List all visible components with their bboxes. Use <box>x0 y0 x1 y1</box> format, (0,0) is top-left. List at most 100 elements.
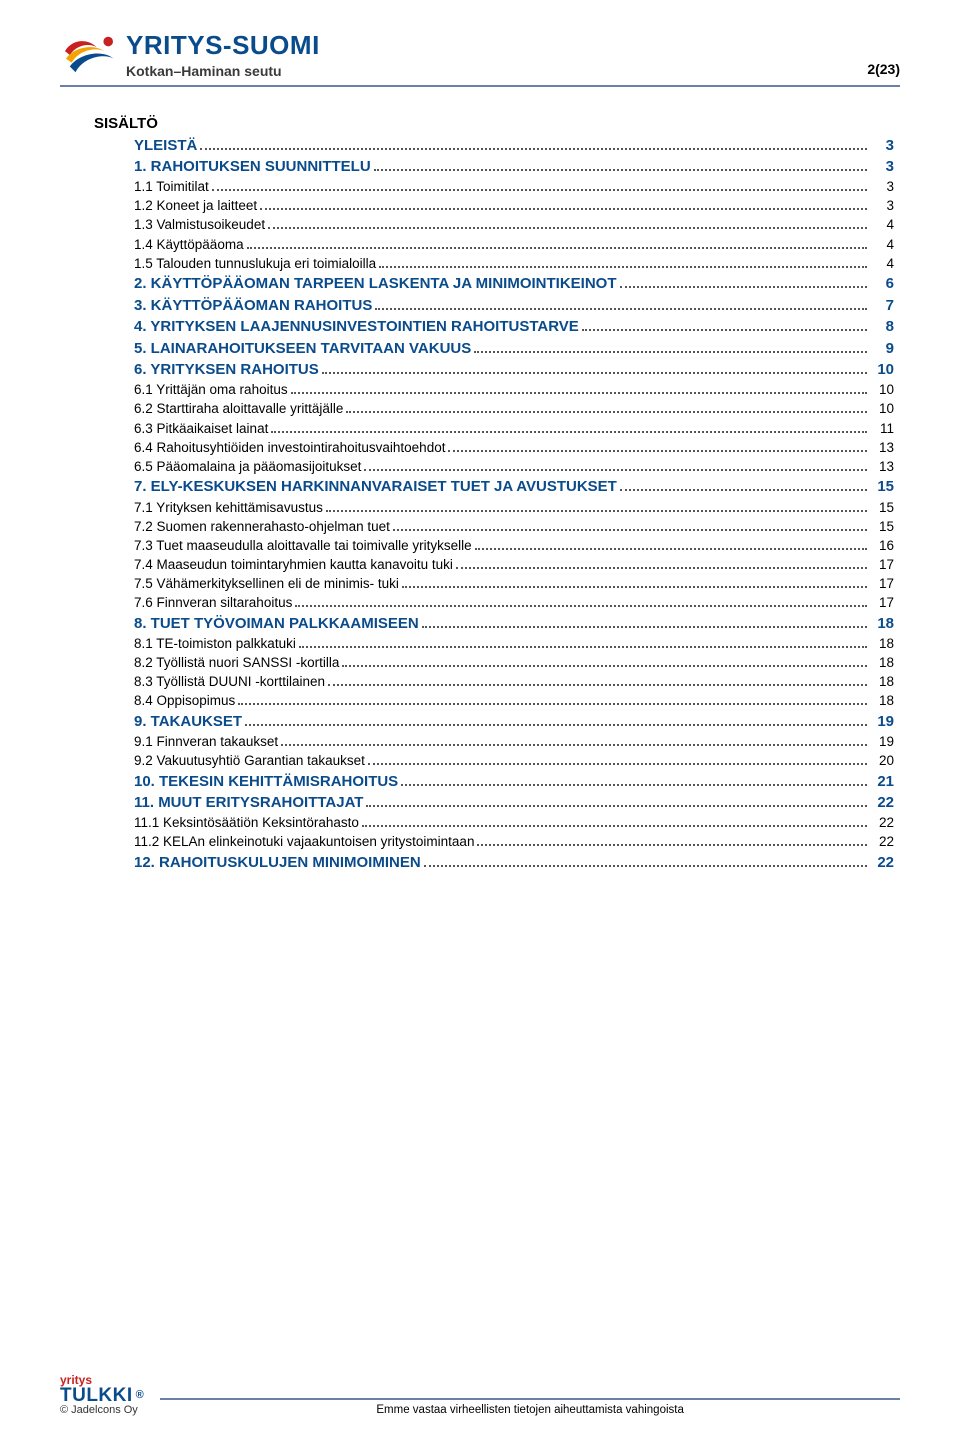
brand-logo-block: YRITYS-SUOMI Kotkan–Haminan seutu <box>60 30 320 79</box>
toc-leader-dots <box>342 655 867 667</box>
toc-entry-title: 7.4 Maaseudun toimintaryhmien kautta kan… <box>134 557 453 572</box>
footer-copyright: © Jadelcons Oy <box>60 1405 144 1416</box>
toc-entry-title: 8.1 TE-toimiston palkkatuki <box>134 636 296 651</box>
toc-entry-title: 8. TUET TYÖVOIMAN PALKKAAMISEEN <box>134 615 419 632</box>
toc-entry-page: 19 <box>870 713 894 730</box>
toc-row: 10. TEKESIN KEHITTÄMISRAHOITUS21 <box>134 772 894 790</box>
toc-entry-page: 18 <box>870 615 894 632</box>
toc-leader-dots <box>271 420 867 432</box>
page-number: 2(23) <box>867 61 900 77</box>
toc-row: 8. TUET TYÖVOIMAN PALKKAAMISEEN 18 <box>134 614 894 632</box>
toc-entry-title: 6.1 Yrittäjän oma rahoitus <box>134 382 288 397</box>
toc-row: 8.1 TE-toimiston palkkatuki 18 <box>134 636 894 651</box>
brand-subtitle: Kotkan–Haminan seutu <box>126 63 320 79</box>
page: YRITYS-SUOMI Kotkan–Haminan seutu 2(23) … <box>0 0 960 1436</box>
toc-leader-dots <box>620 275 867 289</box>
footer-logo: yritys TULKKI ® © Jadelcons Oy <box>60 1374 144 1416</box>
toc-leader-dots <box>212 179 867 191</box>
toc-entry-page: 4 <box>870 256 894 271</box>
toc-entry-title: 6.4 Rahoitusyhtiöiden investointirahoitu… <box>134 440 445 455</box>
toc-leader-dots <box>375 296 867 310</box>
toc-entry-title: 6.2 Starttiraha aloittavalle yrittäjälle <box>134 401 343 416</box>
table-of-contents: YLEISTÄ31. RAHOITUKSEN SUUNNITTELU31.1 T… <box>134 136 894 871</box>
toc-entry-page: 3 <box>870 179 894 194</box>
toc-leader-dots <box>475 538 867 550</box>
toc-entry-page: 18 <box>870 693 894 708</box>
toc-entry-title: 8.3 Työllistä DUUNI -korttilainen <box>134 674 325 689</box>
toc-entry-title: YLEISTÄ <box>134 137 197 154</box>
yritys-suomi-logo-icon <box>60 30 118 78</box>
toc-row: 5. LAINARAHOITUKSEEN TARVITAAN VAKUUS9 <box>134 339 894 357</box>
toc-leader-dots <box>402 576 867 588</box>
toc-row: 8.3 Työllistä DUUNI -korttilainen18 <box>134 674 894 689</box>
toc-entry-page: 15 <box>870 519 894 534</box>
toc-entry-title: 4. YRITYKSEN LAAJENNUSINVESTOINTIEN RAHO… <box>134 318 579 335</box>
toc-row: 1. RAHOITUKSEN SUUNNITTELU3 <box>134 158 894 176</box>
toc-entry-title: 1.1 Toimitilat <box>134 179 209 194</box>
toc-leader-dots <box>299 636 867 648</box>
toc-entry-page: 10 <box>870 361 894 378</box>
toc-entry-page: 18 <box>870 655 894 670</box>
toc-leader-dots <box>379 256 867 268</box>
toc-entry-title: 5. LAINARAHOITUKSEEN TARVITAAN VAKUUS <box>134 340 471 357</box>
toc-entry-title: 9.2 Vakuutusyhtiö Garantian takaukset <box>134 753 365 768</box>
toc-row: 7.6 Finnveran siltarahoitus17 <box>134 595 894 610</box>
toc-entry-page: 13 <box>870 440 894 455</box>
toc-entry-page: 17 <box>870 557 894 572</box>
toc-entry-title: 1.2 Koneet ja laitteet <box>134 198 257 213</box>
toc-leader-dots <box>200 136 867 150</box>
toc-row: 4. YRITYKSEN LAAJENNUSINVESTOINTIEN RAHO… <box>134 318 894 336</box>
toc-row: 11.2 KELAn elinkeinotuki vajaakuntoisen … <box>134 834 894 849</box>
toc-leader-dots <box>422 614 867 628</box>
toc-row: 1.1 Toimitilat 3 <box>134 179 894 194</box>
toc-entry-title: 11. MUUT ERITYSRAHOITTAJAT <box>134 794 363 811</box>
footer-tulkki-label: TULKKI ® <box>60 1386 144 1405</box>
toc-leader-dots <box>247 236 867 248</box>
toc-leader-dots <box>326 499 867 511</box>
toc-entry-title: 9. TAKAUKSET <box>134 713 242 730</box>
toc-entry-page: 15 <box>870 500 894 515</box>
toc-row: 7.5 Vähämerkityksellinen eli de minimis-… <box>134 576 894 591</box>
toc-entry-page: 19 <box>870 734 894 749</box>
page-footer: yritys TULKKI ® © Jadelcons Oy Emme vast… <box>60 1374 900 1416</box>
toc-row: 11.1 Keksintösäätiön Keksintörahasto22 <box>134 815 894 830</box>
toc-entry-title: 6.3 Pitkäaikaiset lainat <box>134 421 268 436</box>
toc-entry-page: 3 <box>870 198 894 213</box>
toc-entry-page: 10 <box>870 382 894 397</box>
toc-entry-title: 9.1 Finnveran takaukset <box>134 734 278 749</box>
toc-leader-dots <box>474 339 867 353</box>
toc-row: YLEISTÄ3 <box>134 136 894 154</box>
toc-row: 6. YRITYKSEN RAHOITUS 10 <box>134 361 894 379</box>
toc-entry-page: 18 <box>870 636 894 651</box>
toc-leader-dots <box>477 834 867 846</box>
toc-entry-title: 6. YRITYKSEN RAHOITUS <box>134 361 319 378</box>
toc-leader-dots <box>238 693 867 705</box>
toc-row: 7.2 Suomen rakennerahasto-ohjelman tuet1… <box>134 519 894 534</box>
toc-entry-title: 7.5 Vähämerkityksellinen eli de minimis-… <box>134 576 399 591</box>
page-header: YRITYS-SUOMI Kotkan–Haminan seutu 2(23) <box>60 30 900 87</box>
toc-entry-title: 10. TEKESIN KEHITTÄMISRAHOITUS <box>134 773 398 790</box>
toc-leader-dots <box>456 557 867 569</box>
toc-leader-dots <box>328 674 867 686</box>
toc-entry-title: 7.3 Tuet maaseudulla aloittavalle tai to… <box>134 538 472 553</box>
toc-entry-title: 7. ELY-KESKUKSEN HARKINNANVARAISET TUET … <box>134 478 617 495</box>
toc-leader-dots <box>374 158 867 172</box>
toc-row: 8.2 Työllistä nuori SANSSI -kortilla18 <box>134 655 894 670</box>
toc-entry-page: 4 <box>870 237 894 252</box>
brand-title: YRITYS-SUOMI <box>126 30 320 61</box>
toc-entry-title: 1.5 Talouden tunnuslukuja eri toimialoil… <box>134 256 376 271</box>
toc-row: 1.2 Koneet ja laitteet 3 <box>134 198 894 213</box>
toc-leader-dots <box>260 198 867 210</box>
toc-entry-page: 10 <box>870 401 894 416</box>
toc-row: 7.1 Yrityksen kehittämisavustus15 <box>134 499 894 514</box>
toc-leader-dots <box>322 361 867 375</box>
toc-leader-dots <box>448 440 867 452</box>
toc-row: 6.5 Pääomalaina ja pääomasijoitukset13 <box>134 459 894 474</box>
footer-disclaimer: Emme vastaa virheellisten tietojen aiheu… <box>160 1398 900 1416</box>
toc-row: 6.4 Rahoitusyhtiöiden investointirahoitu… <box>134 440 894 455</box>
toc-row: 1.5 Talouden tunnuslukuja eri toimialoil… <box>134 256 894 271</box>
toc-row: 9. TAKAUKSET 19 <box>134 712 894 730</box>
toc-row: 6.2 Starttiraha aloittavalle yrittäjälle… <box>134 401 894 416</box>
toc-entry-page: 3 <box>870 158 894 175</box>
toc-entry-page: 22 <box>870 815 894 830</box>
